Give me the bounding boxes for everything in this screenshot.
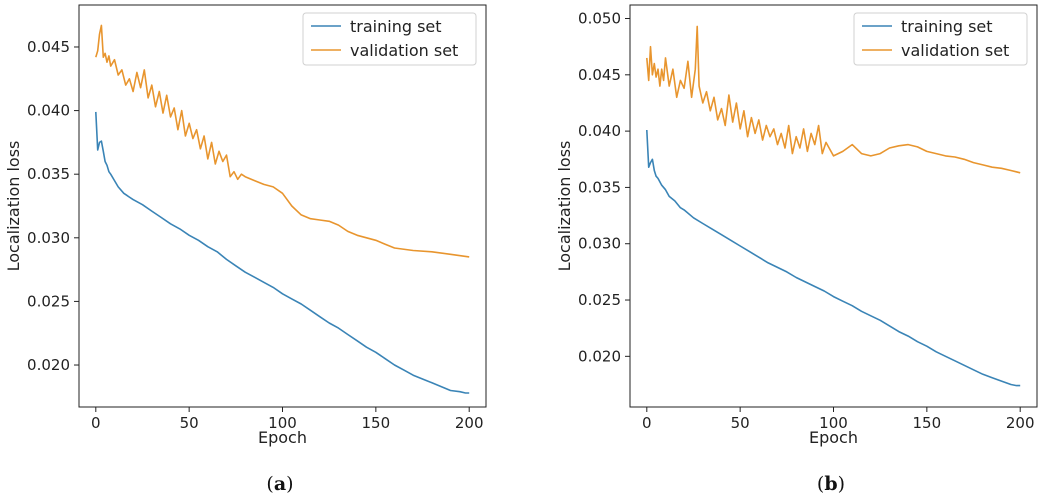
series-line-training [646, 129, 1021, 387]
legend: training set validation set [853, 12, 1028, 66]
series-line-training [95, 111, 470, 394]
legend-box [853, 12, 1028, 66]
legend-box [302, 12, 477, 66]
x-tick-label: 200 [1006, 414, 1035, 432]
y-tick-label: 0.025 [27, 292, 70, 310]
x-tick-label: 100 [819, 414, 848, 432]
x-axis-label: Epoch [809, 428, 858, 447]
y-tick-label: 0.020 [27, 356, 70, 374]
x-tick-label: 200 [455, 414, 484, 432]
legend-entry-label: training set [901, 17, 993, 36]
x-axis-label: Epoch [258, 428, 307, 447]
y-axis-label: Localization loss [555, 141, 574, 272]
x-tick-label: 150 [913, 414, 942, 432]
legend-entry-label: validation set [350, 41, 458, 60]
x-tick-label: 0 [642, 414, 652, 432]
y-tick-label: 0.025 [578, 291, 621, 309]
y-tick-label: 0.030 [27, 229, 70, 247]
legend-entry-label: training set [350, 17, 442, 36]
legend-entry-label: validation set [901, 41, 1009, 60]
y-tick-label: 0.020 [578, 347, 621, 365]
y-tick-label: 0.040 [578, 122, 621, 140]
chart-panel-a: 0 50 100 150 200 0.020 0.025 0.030 0.035 0.040 0.0… [4, 4, 487, 495]
series-line-validation [95, 24, 470, 258]
x-tick-label: 150 [362, 414, 391, 432]
y-tick-label: 0.045 [578, 66, 621, 84]
x-tick-label: 0 [91, 414, 101, 432]
y-tick-label: 0.050 [578, 10, 621, 28]
y-tick-label: 0.035 [578, 178, 621, 196]
y-axis-label: Localization loss [4, 141, 23, 272]
x-tick-label: 100 [268, 414, 297, 432]
y-tick-label: 0.030 [578, 235, 621, 253]
series-line-validation [646, 25, 1021, 174]
chart-panel-b: 0 50 100 150 200 0.020 0.025 0.030 0.035 0.040 0.0… [555, 4, 1038, 495]
y-tick-label: 0.045 [27, 38, 70, 56]
y-tick-label: 0.040 [27, 102, 70, 120]
legend: training set validation set [302, 12, 477, 66]
panel-caption: (a) [266, 473, 293, 495]
x-tick-label: 50 [180, 414, 199, 432]
y-tick-label: 0.035 [27, 165, 70, 183]
panel-caption: (b) [817, 473, 845, 495]
x-tick-label: 50 [731, 414, 750, 432]
